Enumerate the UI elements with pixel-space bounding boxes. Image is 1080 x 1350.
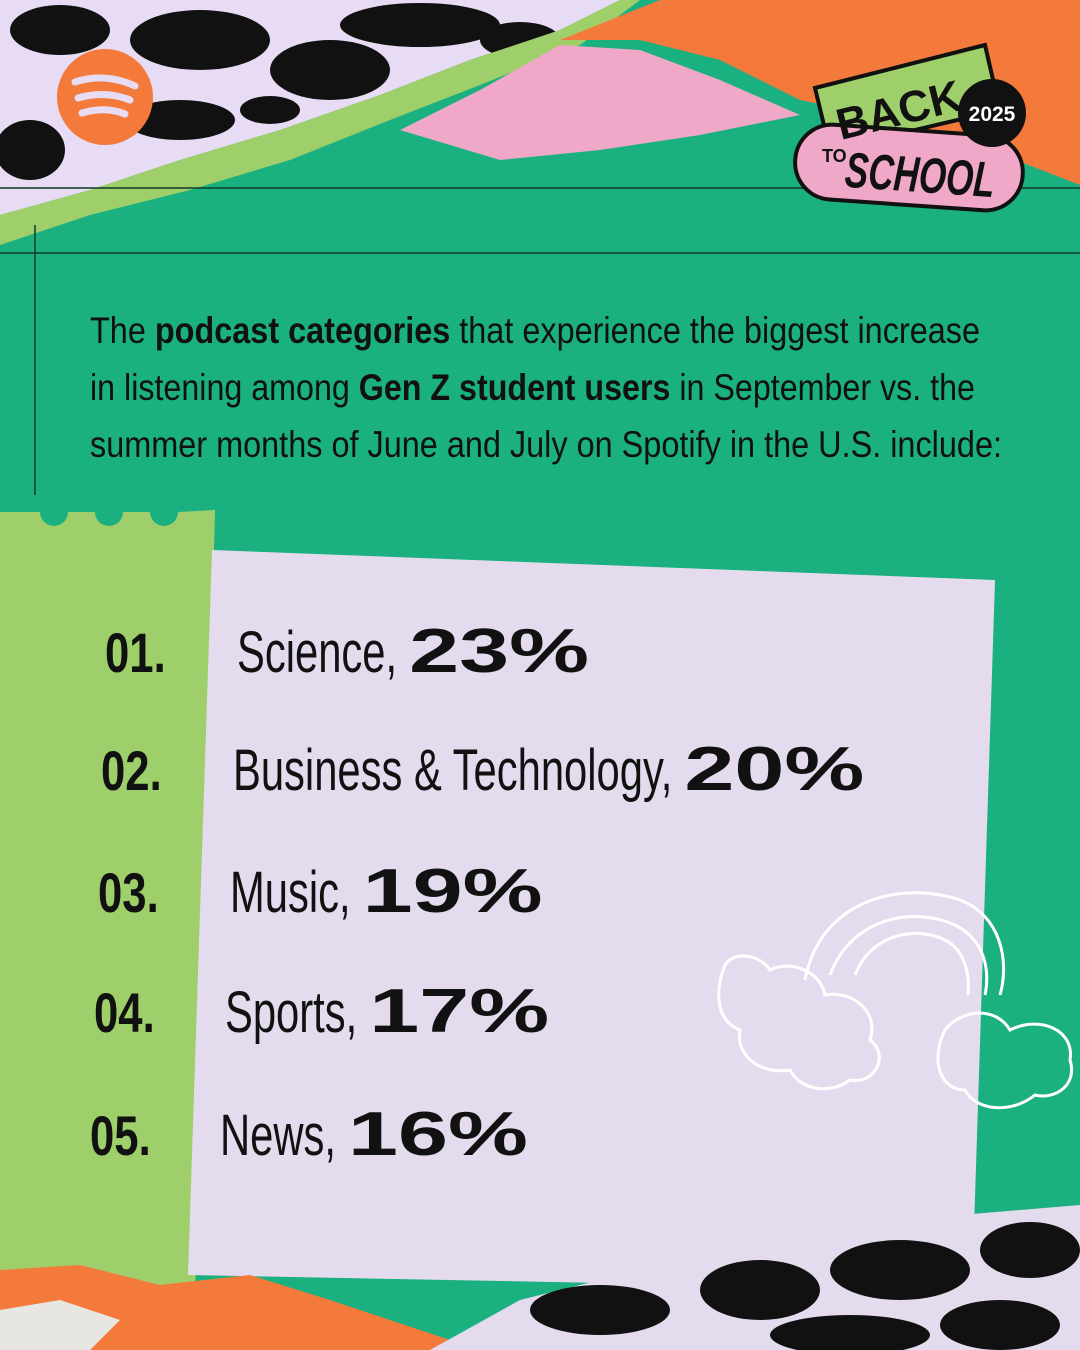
category-name: Business & Technology, [233, 737, 672, 802]
intro-text: that experience the biggest increase [450, 310, 980, 351]
category-value: 20% [684, 735, 864, 804]
rainbow-doodle [717, 891, 1074, 1110]
category-name: Science, [237, 619, 397, 684]
category-value: 23% [409, 617, 589, 686]
category-name: Sports, [225, 979, 357, 1044]
intro-line: summer months of June and July on Spotif… [90, 424, 1002, 465]
ranking-list: 01. Science, 23% 02. Business & Technology, 2… [90, 617, 864, 1169]
rank: 03. [98, 862, 159, 924]
intro: The podcast categories that experience t… [90, 310, 1002, 465]
paper [188, 550, 995, 1290]
badge-year: 2025 [969, 103, 1016, 126]
intro-bold: podcast categories [155, 310, 450, 351]
intro-line: The podcast categories that experience t… [90, 310, 980, 351]
category-name: Music, [230, 859, 351, 924]
rank: 05. [90, 1105, 151, 1167]
category-value: 17% [369, 977, 549, 1046]
intro-text: The [90, 310, 155, 351]
rank: 01. [105, 622, 166, 684]
rank: 04. [94, 982, 155, 1044]
category-name: News, [220, 1102, 336, 1167]
bottom-decoration [0, 1205, 1080, 1350]
intro-text: summer months of June and July on Spotif… [90, 424, 1002, 465]
intro-line: in listening among Gen Z student users i… [90, 367, 975, 408]
tab-strip [0, 510, 215, 1300]
category-value: 19% [363, 857, 543, 926]
badge-school: SCHOOL [843, 142, 997, 208]
intro-text: in listening among [90, 367, 359, 408]
category-value: 16% [348, 1100, 528, 1169]
top-decoration [0, 0, 1080, 245]
intro-text: in September vs. the [670, 367, 975, 408]
rank: 02. [101, 740, 162, 802]
intro-bold: Gen Z student users [359, 367, 671, 408]
badge-to: TO [822, 146, 847, 166]
badge: BACK 2025 TO SCHOOL [793, 42, 1026, 213]
